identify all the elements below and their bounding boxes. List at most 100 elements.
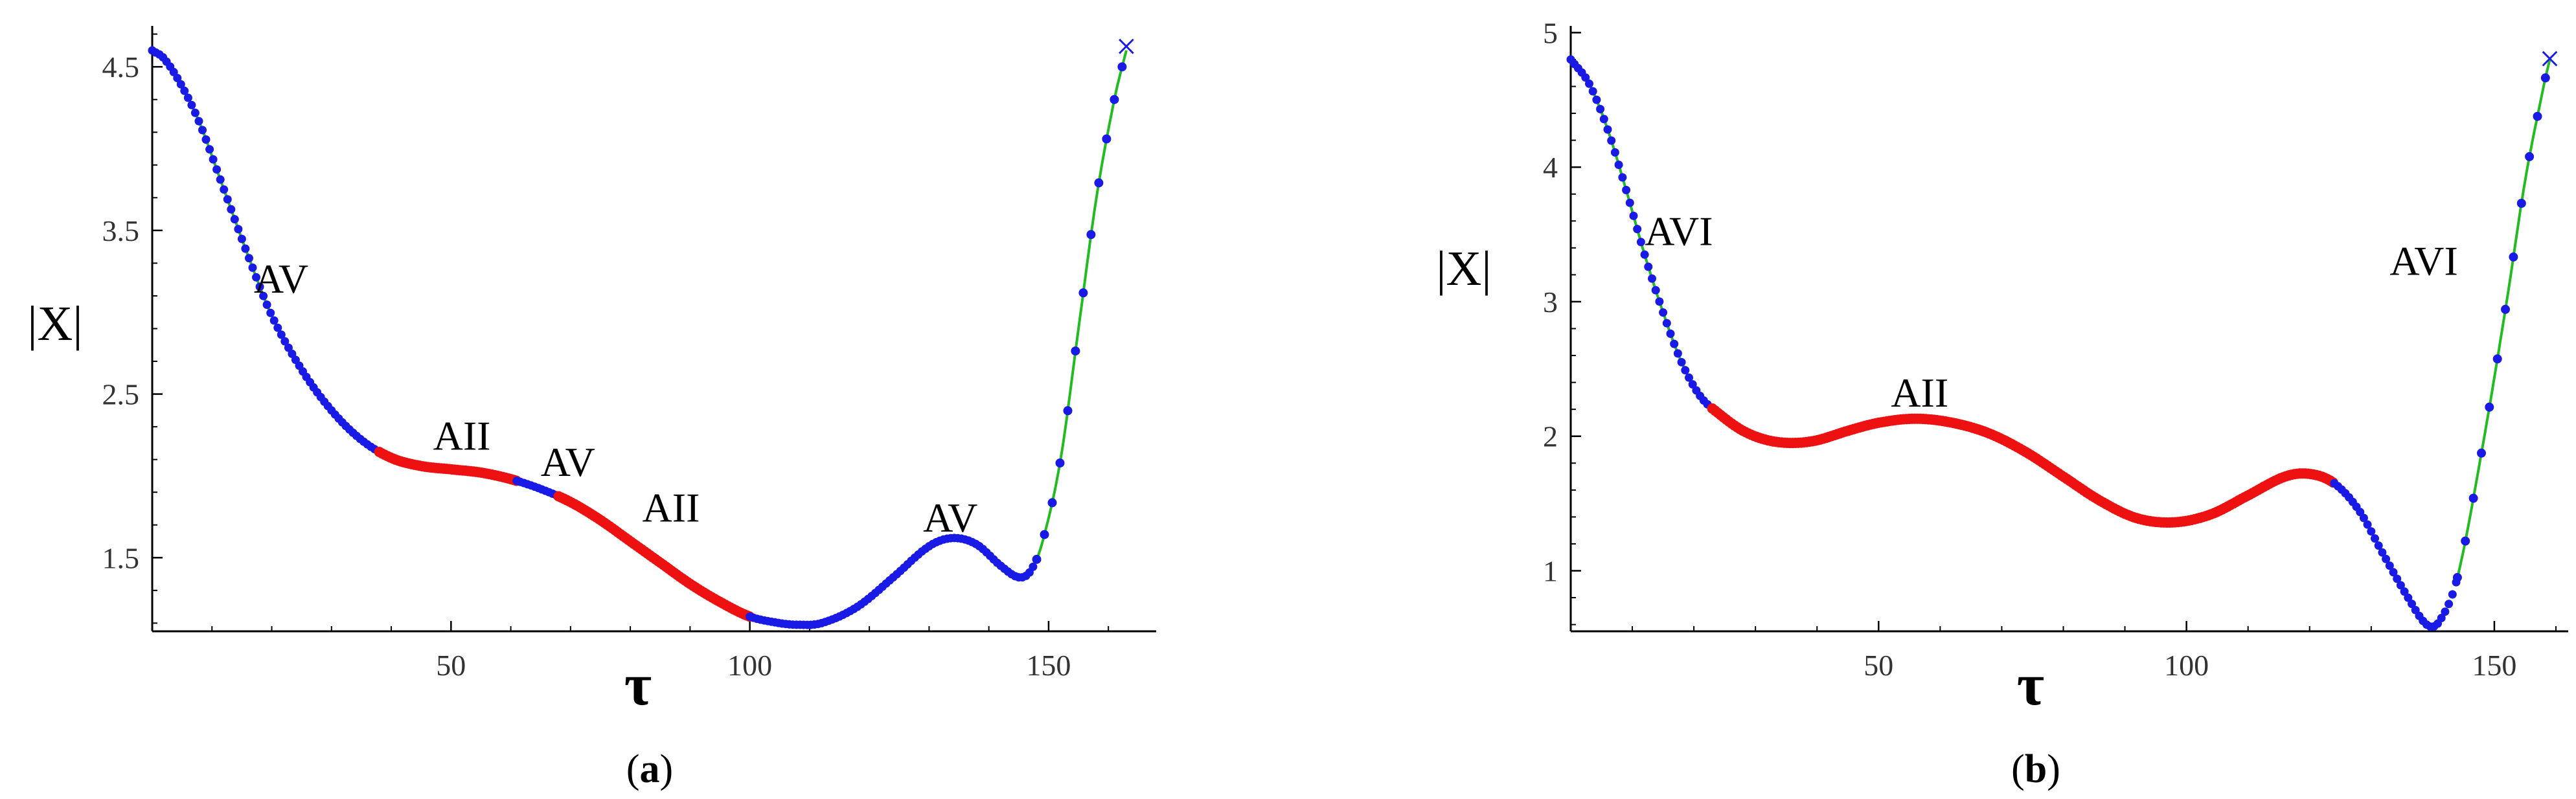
data-point	[2540, 73, 2550, 83]
data-point	[2374, 541, 2383, 550]
data-point	[1681, 366, 1690, 375]
data-point	[234, 225, 243, 234]
data-point	[1636, 238, 1645, 247]
data-point	[187, 100, 196, 109]
data-point	[1633, 225, 1642, 234]
data-point	[1685, 373, 1693, 382]
data-point	[1625, 198, 1634, 207]
data-point	[1086, 230, 1096, 240]
y-tick-label: 4	[1543, 151, 1558, 184]
annotation-label: AVI	[2389, 238, 2458, 284]
end-marker: ×	[1116, 25, 1137, 67]
x-tick-label: 100	[727, 649, 772, 682]
y-tick-label: 1.5	[102, 541, 140, 574]
data-point	[245, 254, 253, 263]
data-point	[255, 282, 264, 291]
data-point	[2382, 554, 2391, 563]
series-segment-blue	[2452, 59, 2551, 582]
data-point	[262, 300, 271, 309]
data-point	[1071, 346, 1080, 356]
annotation-label: AV	[541, 439, 595, 485]
data-point	[1666, 329, 1675, 338]
data-point	[173, 74, 182, 82]
y-tick-label: 3.5	[102, 214, 140, 247]
data-point	[252, 273, 260, 282]
data-point	[1581, 73, 1590, 82]
data-point	[194, 117, 203, 126]
data-point	[1607, 136, 1616, 145]
annotation-label: AV	[254, 256, 308, 302]
y-tick-label: 5	[1543, 16, 1558, 49]
series-segment-blue	[2330, 478, 2461, 631]
data-point	[1651, 286, 1660, 295]
data-point	[2437, 614, 2446, 622]
series-segment-blue	[512, 477, 561, 500]
data-point	[241, 244, 250, 253]
data-point	[216, 175, 225, 184]
data-point	[190, 108, 199, 117]
data-point	[2400, 587, 2409, 596]
data-point	[1032, 554, 1042, 564]
series-line-green	[1035, 50, 1128, 560]
annotation-label: AII	[1891, 370, 1948, 416]
data-point	[2516, 199, 2526, 208]
annotation-label: AII	[643, 485, 700, 531]
data-point	[1029, 562, 1038, 571]
data-point	[1618, 173, 1627, 182]
y-axis-label: |X|	[1436, 242, 1491, 296]
data-point	[1673, 349, 1682, 358]
data-point	[237, 234, 246, 243]
data-point	[1094, 178, 1104, 188]
x-tick-label: 50	[1864, 649, 1893, 682]
data-point	[2404, 593, 2413, 602]
data-point	[227, 205, 236, 214]
data-point	[1078, 288, 1088, 298]
panel-a: 50 100 150 1.5 2.5 3.5 4.5 |X| τ × AV AII AV AII AV (a)	[27, 25, 1156, 791]
data-point	[1648, 274, 1656, 283]
data-point	[2396, 581, 2405, 590]
y-tick-label: 4.5	[102, 51, 140, 84]
data-point	[1596, 105, 1605, 113]
data-point	[1677, 357, 1686, 366]
data-point	[2448, 590, 2457, 599]
series-segment-blue	[1566, 55, 1716, 412]
data-point	[1644, 262, 1653, 271]
data-point	[280, 337, 290, 346]
data-point	[248, 263, 257, 272]
data-point	[183, 93, 192, 102]
x-axis-label: τ	[2017, 651, 2044, 717]
data-point	[1047, 498, 1057, 508]
data-point	[1110, 95, 1119, 104]
data-point	[2385, 561, 2394, 570]
data-point	[2452, 572, 2462, 582]
y-tick-label: 1	[1543, 555, 1558, 588]
data-point	[1603, 125, 1612, 134]
x-axis-label: τ	[624, 651, 652, 717]
data-point	[230, 215, 239, 224]
annotation-label: AVI	[1645, 208, 1713, 254]
data-point	[2468, 493, 2478, 503]
data-point	[2509, 252, 2518, 262]
data-point	[2408, 600, 2416, 609]
series-segment-blue	[746, 534, 1041, 629]
data-point	[273, 323, 282, 332]
y-tick-label: 2.5	[102, 378, 140, 411]
x-tick-label: 150	[1026, 649, 1071, 682]
data-point	[2492, 354, 2502, 364]
data-point	[2445, 600, 2454, 609]
data-point	[2525, 152, 2535, 161]
data-point	[223, 195, 232, 204]
data-point	[2389, 568, 2398, 577]
data-point	[2363, 520, 2372, 529]
data-point	[1040, 530, 1049, 539]
data-point	[266, 308, 275, 317]
series-segment-blue	[1032, 50, 1128, 564]
data-point	[2371, 534, 2379, 543]
data-point	[1063, 406, 1073, 416]
series-segment-red	[1707, 403, 2338, 528]
y-axis-label: |X|	[27, 297, 82, 351]
data-point	[1629, 211, 1638, 220]
panel-label: (a)	[626, 747, 673, 791]
data-point	[205, 145, 214, 154]
